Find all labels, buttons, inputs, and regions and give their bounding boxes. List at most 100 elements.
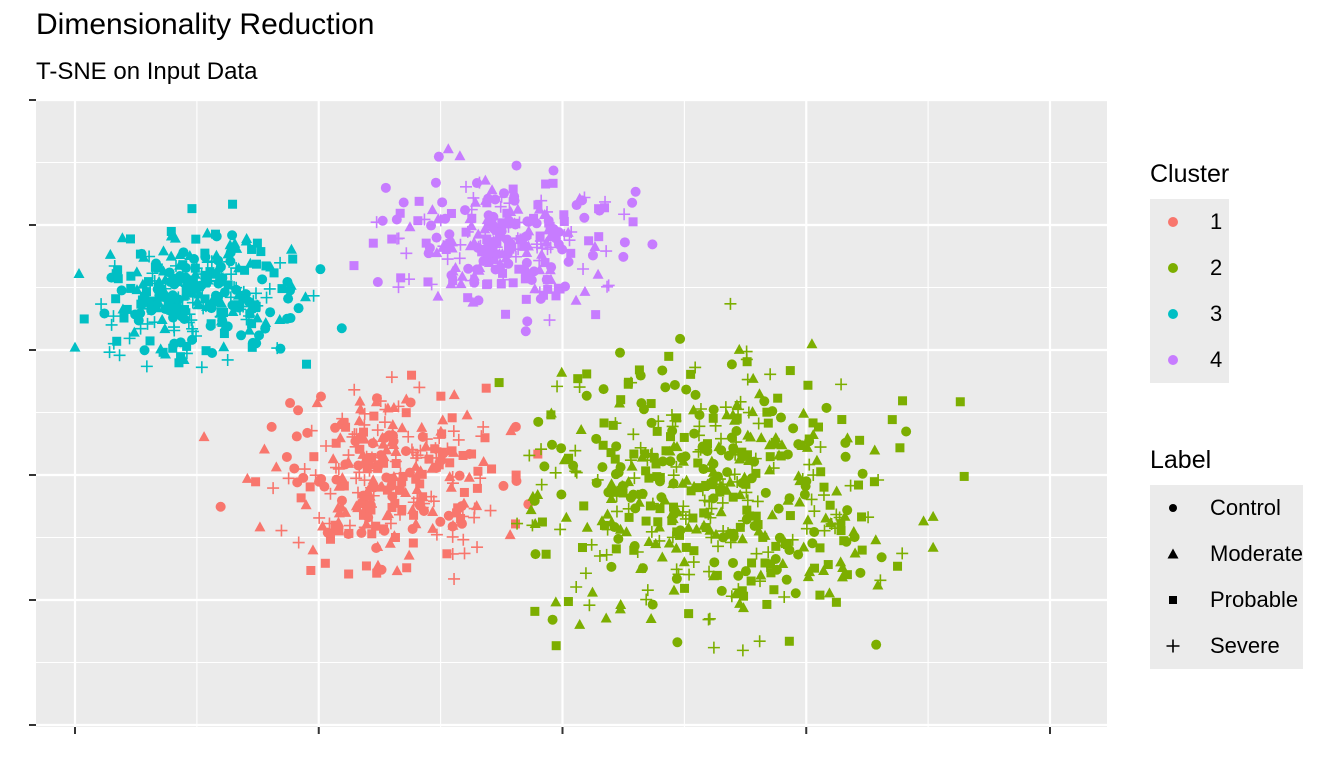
point-cluster-4-severe [509, 250, 522, 263]
point-cluster-4-severe [465, 203, 478, 216]
point-cluster-2-severe [803, 458, 816, 471]
point-cluster-1-severe [342, 449, 355, 462]
point-cluster-2-control [613, 467, 624, 478]
point-cluster-1-severe [282, 472, 295, 485]
point-cluster-2-moderate [794, 496, 806, 507]
point-cluster-1-probable [445, 458, 455, 468]
point-cluster-1-control [343, 528, 354, 539]
point-cluster-3-probable [111, 294, 121, 304]
point-cluster-3-severe [103, 346, 116, 359]
chart-title: Dimensionality Reduction [36, 8, 375, 41]
point-cluster-4-probable [496, 279, 506, 289]
point-cluster-1-probable [358, 510, 368, 520]
point-cluster-2-severe [740, 353, 753, 366]
point-cluster-3-control [254, 330, 265, 341]
point-cluster-2-probable [857, 512, 867, 522]
point-cluster-2-probable [839, 536, 849, 546]
point-cluster-4-severe [495, 190, 508, 203]
legend-cluster-4-swatch [1150, 337, 1196, 383]
point-cluster-4-probable [514, 264, 524, 274]
point-cluster-1-severe [350, 428, 363, 441]
point-cluster-2-control [547, 614, 558, 625]
point-cluster-1-probable [481, 383, 491, 393]
point-cluster-3-probable [247, 319, 257, 329]
point-cluster-3-probable [166, 226, 176, 236]
point-cluster-4-moderate [494, 259, 506, 270]
point-cluster-1-severe [348, 383, 361, 396]
legend-item-cluster-1: 1 [1150, 199, 1229, 245]
point-cluster-4-moderate [456, 270, 468, 281]
point-cluster-3-probable [205, 267, 215, 277]
point-cluster-4-moderate [479, 223, 491, 234]
point-cluster-2-severe [741, 373, 754, 386]
point-cluster-2-severe [694, 403, 707, 416]
point-cluster-2-severe [707, 641, 720, 654]
point-cluster-2-probable [629, 449, 639, 459]
point-cluster-2-probable [825, 500, 835, 510]
point-cluster-2-moderate [839, 510, 851, 521]
point-cluster-1-severe [433, 432, 446, 445]
point-cluster-3-severe [123, 332, 136, 345]
point-cluster-2-severe [714, 432, 727, 445]
point-cluster-1-moderate [270, 461, 282, 472]
point-cluster-4-severe [392, 281, 405, 294]
point-cluster-2-probable [810, 563, 820, 573]
point-cluster-2-severe [549, 466, 562, 479]
point-cluster-2-moderate [605, 482, 617, 493]
legend-item-cluster-3: 3 [1150, 291, 1229, 337]
point-cluster-2-severe [786, 533, 799, 546]
point-cluster-2-moderate [727, 409, 739, 420]
point-cluster-2-severe [628, 472, 641, 485]
point-cluster-1-moderate [410, 460, 422, 471]
point-cluster-3-severe [183, 308, 196, 321]
point-cluster-3-probable [302, 359, 312, 369]
point-cluster-2-severe [753, 635, 766, 648]
point-cluster-2-control [773, 503, 784, 514]
point-cluster-4-moderate [570, 294, 582, 305]
point-cluster-1-severe [410, 452, 423, 465]
point-cluster-1-moderate [400, 486, 412, 497]
point-cluster-3-control [116, 285, 127, 296]
point-cluster-1-probable [415, 479, 425, 489]
point-cluster-3-severe [240, 313, 253, 326]
point-cluster-2-control [698, 464, 709, 475]
point-cluster-2-moderate [653, 521, 665, 532]
point-cluster-2-moderate [605, 493, 617, 504]
point-cluster-2-control [597, 462, 608, 473]
point-cluster-1-probable [407, 370, 417, 380]
point-cluster-2-moderate [764, 439, 776, 450]
point-cluster-2-control [568, 460, 579, 471]
point-cluster-3-severe [247, 295, 260, 308]
point-cluster-3-probable [122, 304, 132, 314]
point-cluster-2-probable [672, 413, 682, 423]
point-cluster-2-control [556, 443, 567, 454]
point-cluster-1-control [336, 495, 347, 506]
point-cluster-2-control [709, 557, 720, 568]
point-cluster-2-probable [728, 492, 738, 502]
point-cluster-4-moderate [465, 220, 477, 231]
point-cluster-1-probable [436, 391, 446, 401]
point-cluster-2-probable [693, 458, 703, 468]
point-cluster-1-probable [382, 485, 392, 495]
point-cluster-1-severe [385, 371, 398, 384]
point-cluster-2-moderate [645, 613, 657, 624]
point-cluster-2-moderate [602, 508, 614, 519]
point-cluster-2-probable [573, 374, 583, 384]
point-cluster-4-moderate [455, 278, 467, 289]
point-cluster-2-control [672, 637, 683, 648]
legend-probable-label: Probable [1210, 587, 1299, 612]
point-cluster-2-moderate [731, 399, 743, 410]
point-cluster-3-probable [119, 313, 129, 323]
point-cluster-2-moderate [698, 519, 710, 530]
point-cluster-2-severe [634, 441, 647, 454]
point-cluster-1-control [386, 473, 397, 484]
point-cluster-2-probable [689, 546, 699, 556]
point-cluster-2-severe [692, 445, 705, 458]
legend-item-moderate: Moderate [1150, 531, 1303, 577]
point-cluster-1-control [454, 470, 465, 481]
point-cluster-4-control [377, 215, 388, 226]
point-cluster-2-probable [623, 379, 633, 389]
point-cluster-2-moderate [841, 432, 853, 443]
point-cluster-3-control [265, 307, 276, 318]
point-cluster-2-probable [737, 447, 747, 457]
